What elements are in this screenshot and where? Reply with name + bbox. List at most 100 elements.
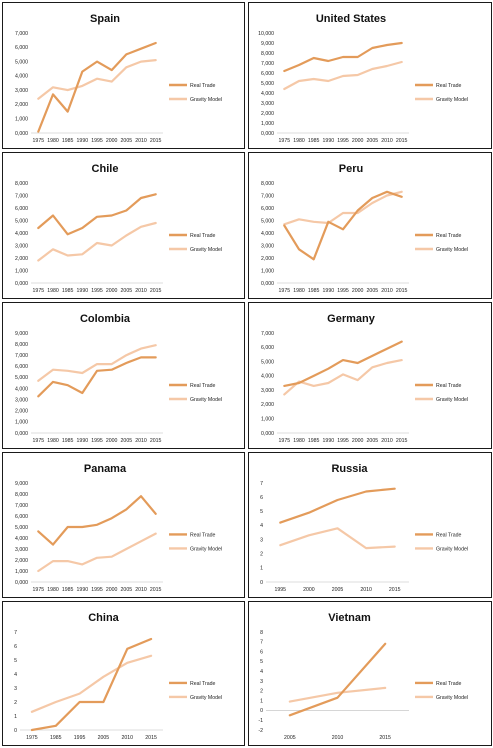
y-tick-label: 4,000 [15, 536, 28, 542]
series-line-gravity-model [37, 221, 157, 262]
legend-label-real-trade: Real Trade [190, 383, 215, 389]
legend-label-real-trade: Real Trade [436, 383, 461, 389]
legend-label-gravity-model: Gravity Model [190, 97, 222, 103]
y-tick-label: 3,000 [261, 101, 274, 107]
y-tick-label: 3,000 [15, 547, 28, 553]
y-tick-label: 8,000 [261, 181, 274, 187]
chart-panel-peru: Peru 0,000 1,000 2,000 3,000 4,000 5,000 6,000 7… [248, 152, 492, 299]
x-tick-label: 2005 [121, 438, 133, 444]
y-tick-label: 8,000 [15, 492, 28, 498]
y-tick-label: 0,000 [261, 431, 274, 437]
chart-panel-germany: Germany 0,000 1,000 2,000 3,000 4,000 5,000 6,0… [248, 302, 492, 449]
legend-label-real-trade: Real Trade [190, 233, 215, 239]
x-tick-label: 1995 [337, 288, 349, 294]
y-tick-label: 5,000 [261, 81, 274, 87]
x-tick-label: 2000 [106, 438, 118, 444]
chart-russia: Russia 0 1 2 3 4 5 6 7 1995 2000 2005 2010 2015 Real T… [260, 463, 468, 593]
x-tick-label: 1985 [308, 438, 320, 444]
y-tick-label: 5 [260, 659, 263, 665]
x-tick-label: 2010 [332, 735, 344, 741]
x-tick-label: 1995 [91, 438, 103, 444]
chart-united-states: United States 0,000 1,000 2,000 3,000 4,000 5,… [258, 13, 468, 144]
x-tick-label: 1990 [323, 438, 335, 444]
y-tick-label: 8 [260, 630, 263, 636]
chart-panel-spain: Spain 0,000 1,000 2,000 3,000 4,000 5,000 6,000… [2, 2, 245, 149]
legend-label-gravity-model: Gravity Model [190, 546, 222, 552]
series-line-real-trade [37, 41, 157, 133]
y-tick-label: 6 [260, 649, 263, 655]
y-tick-label: 3 [14, 686, 17, 692]
x-tick-label: 2010 [135, 587, 147, 593]
x-tick-label: 1975 [279, 438, 291, 444]
y-tick-label: 4,000 [261, 374, 274, 380]
y-tick-label: 2 [14, 700, 17, 706]
x-tick-label: 2000 [106, 288, 118, 294]
x-tick-label: 1980 [293, 438, 305, 444]
y-tick-label: -1 [258, 718, 263, 724]
chart-title: Russia [331, 463, 368, 475]
x-tick-label: 2010 [381, 438, 393, 444]
x-tick-label: 1990 [77, 288, 89, 294]
y-tick-label: 0 [14, 728, 17, 734]
x-tick-label: 2015 [150, 288, 162, 294]
chart-title: China [88, 612, 119, 624]
y-tick-label: 7,000 [15, 353, 28, 359]
y-tick-label: 1,000 [261, 121, 274, 127]
x-tick-label: 2005 [367, 438, 379, 444]
chart-panel-panama: Panama 0,000 1,000 2,000 3,000 4,000 5,000 6,00… [2, 452, 245, 598]
x-tick-label: 1990 [323, 288, 335, 294]
y-tick-label: 2 [260, 552, 263, 558]
x-tick-label: 2005 [332, 587, 344, 593]
legend-label-real-trade: Real Trade [190, 83, 215, 89]
y-tick-label: 8,000 [15, 181, 28, 187]
legend-label-gravity-model: Gravity Model [436, 397, 468, 403]
chart-colombia: Colombia 0,000 1,000 2,000 3,000 4,000 5,000 6,… [15, 313, 222, 444]
series-line-real-trade [283, 190, 403, 261]
y-tick-label: 6,000 [261, 71, 274, 77]
y-tick-label: 3 [260, 537, 263, 543]
x-tick-label: 1990 [77, 587, 89, 593]
x-tick-label: 1980 [293, 288, 305, 294]
y-tick-label: 5,000 [261, 359, 274, 365]
series-line-gravity-model [37, 58, 157, 100]
chart-panel-chile: Chile 0,000 1,000 2,000 3,000 4,000 5,000 6,000… [2, 152, 245, 299]
y-tick-label: 3 [260, 679, 263, 685]
series-line-real-trade [30, 637, 153, 732]
chart-panel-russia: Russia 0 1 2 3 4 5 6 7 1995 2000 2005 2010 2015 Real T… [248, 452, 492, 598]
series-line-real-trade [283, 340, 403, 388]
legend-label-gravity-model: Gravity Model [436, 546, 468, 552]
series-line-gravity-model [288, 686, 387, 703]
legend-label-real-trade: Real Trade [190, 532, 215, 538]
x-tick-label: 2005 [284, 735, 296, 741]
chart-panel-china: China 0 1 2 3 4 5 6 7 1975 1985 1995 2005 2010 2015 Rea… [2, 601, 245, 746]
x-tick-label: 2005 [367, 288, 379, 294]
y-tick-label: 0,000 [15, 131, 28, 137]
y-tick-label: 5,000 [15, 375, 28, 381]
x-tick-label: 2015 [396, 438, 408, 444]
y-tick-label: 5 [14, 658, 17, 664]
x-tick-label: 2010 [360, 587, 372, 593]
y-tick-label: 7,000 [261, 61, 274, 67]
y-tick-label: 2,000 [261, 256, 274, 262]
x-tick-label: 2015 [150, 138, 162, 144]
x-tick-label: 1980 [47, 288, 59, 294]
y-tick-label: 6 [260, 495, 263, 501]
y-tick-label: 9,000 [261, 41, 274, 47]
x-tick-label: 1975 [279, 288, 291, 294]
y-tick-label: 1,000 [261, 417, 274, 423]
y-tick-label: 6,000 [261, 345, 274, 351]
x-tick-label: 1995 [275, 587, 287, 593]
y-tick-label: 9,000 [15, 481, 28, 487]
chart-title: Germany [327, 313, 376, 325]
x-tick-label: 1990 [323, 138, 335, 144]
y-tick-label: 4,000 [15, 231, 28, 237]
legend-label-gravity-model: Gravity Model [436, 97, 468, 103]
x-tick-label: 2015 [396, 288, 408, 294]
series-line-gravity-model [37, 344, 157, 382]
chart-title: Spain [90, 13, 120, 25]
x-tick-label: 2015 [150, 438, 162, 444]
y-tick-label: 6 [14, 644, 17, 650]
y-tick-label: 10,000 [258, 31, 274, 37]
chart-china: China 0 1 2 3 4 5 6 7 1975 1985 1995 2005 2010 2015 Rea… [14, 612, 222, 741]
y-tick-label: 7 [14, 630, 17, 636]
